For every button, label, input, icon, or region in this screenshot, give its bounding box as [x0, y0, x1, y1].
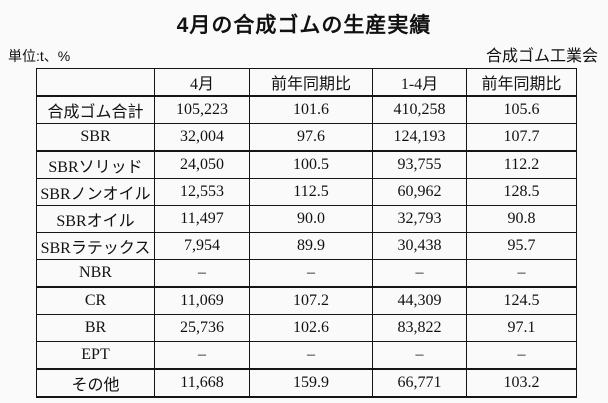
row-label: SBRラテックス	[36, 232, 155, 260]
value-cell: 112.5	[249, 178, 373, 206]
table-row-sbr-solid: SBRソリッド 24,050 100.5 93,755 112.2	[36, 150, 577, 179]
table-row-total: 合成ゴム合計 105,223 101.6 410,258 105.6	[36, 95, 577, 124]
value-cell: 410,258	[372, 95, 467, 124]
value-cell: –	[249, 259, 373, 288]
value-cell: –	[249, 341, 373, 370]
page-title: 4月の合成ゴムの生産実績	[176, 14, 432, 37]
value-cell: 97.1	[466, 314, 577, 342]
row-label: SBR	[36, 123, 155, 152]
table-row-sbr-latex: SBRラテックス 7,954 89.9 30,438 95.7	[36, 232, 577, 260]
value-cell: 83,822	[372, 314, 467, 342]
header-cell-yoy-april: 前年同期比	[249, 68, 373, 97]
row-label: SBRノンオイル	[36, 178, 155, 206]
value-cell: 11,668	[154, 368, 250, 398]
value-cell: 60,962	[372, 178, 467, 206]
value-cell: 66,771	[372, 368, 467, 398]
value-cell: 102.6	[249, 314, 373, 342]
value-cell: 128.5	[466, 178, 577, 206]
value-cell: 103.2	[466, 368, 577, 398]
unit-note: 単位:t、%	[8, 48, 71, 64]
row-label: NBR	[36, 259, 155, 288]
value-cell: 93,755	[372, 150, 467, 179]
value-cell: 97.6	[249, 123, 373, 152]
value-cell: 25,736	[154, 314, 250, 342]
value-cell: –	[372, 259, 467, 288]
table-row-sbr: SBR 32,004 97.6 124,193 107.7	[36, 123, 577, 152]
production-table: 4月 前年同期比 1-4月 前年同期比 合成ゴム合計 105,223 101.6…	[36, 68, 577, 398]
value-cell: 124.5	[466, 286, 577, 315]
row-label: BR	[36, 314, 155, 342]
value-cell: 32,793	[372, 205, 467, 233]
row-label: CR	[36, 286, 155, 315]
row-label: 合成ゴム合計	[36, 95, 155, 124]
value-cell: 11,069	[154, 286, 250, 315]
value-cell: 105.6	[466, 95, 577, 124]
value-cell: 105,223	[154, 95, 250, 124]
value-cell: 30,438	[372, 232, 467, 260]
value-cell: 101.6	[249, 95, 373, 124]
table-row-cr: CR 11,069 107.2 44,309 124.5	[36, 286, 577, 315]
value-cell: –	[154, 341, 250, 370]
value-cell: 12,553	[154, 178, 250, 206]
value-cell: 11,497	[154, 205, 250, 233]
value-cell: 44,309	[372, 286, 467, 315]
table-caption-row: 単位:t、% 合成ゴム工業会	[8, 42, 598, 66]
header-cell-jan-apr: 1-4月	[372, 68, 467, 97]
value-cell: 159.9	[249, 368, 373, 398]
value-cell: 124,193	[372, 123, 467, 152]
row-label: SBRソリッド	[36, 150, 155, 179]
table-row-nbr: NBR – – – –	[36, 259, 577, 288]
value-cell: 107.2	[249, 286, 373, 315]
row-label: SBRオイル	[36, 205, 155, 233]
value-cell: 107.7	[466, 123, 577, 152]
value-cell: –	[372, 341, 467, 370]
row-label: その他	[36, 368, 155, 398]
row-label: EPT	[36, 341, 155, 370]
value-cell: 100.5	[249, 150, 373, 179]
table-row-sbr-oil: SBRオイル 11,497 90.0 32,793 90.8	[36, 205, 577, 233]
value-cell: 24,050	[154, 150, 250, 179]
value-cell: 89.9	[249, 232, 373, 260]
source-label: 合成ゴム工業会	[485, 48, 598, 65]
value-cell: –	[466, 341, 577, 370]
table-row-sbr-nonoil: SBRノンオイル 12,553 112.5 60,962 128.5	[36, 178, 577, 206]
value-cell: 32,004	[154, 123, 250, 152]
value-cell: 95.7	[466, 232, 577, 260]
header-cell-label	[36, 68, 155, 97]
header-cell-yoy-cum: 前年同期比	[466, 68, 577, 97]
header-cell-april: 4月	[154, 68, 250, 97]
value-cell: –	[154, 259, 250, 288]
value-cell: –	[466, 259, 577, 288]
table-row-ept: EPT – – – –	[36, 341, 577, 370]
value-cell: 112.2	[466, 150, 577, 179]
table-row-other: その他 11,668 159.9 66,771 103.2	[36, 368, 577, 398]
value-cell: 90.0	[249, 205, 373, 233]
header-row: 4月 前年同期比 1-4月 前年同期比	[36, 68, 577, 97]
value-cell: 90.8	[466, 205, 577, 233]
table-row-br: BR 25,736 102.6 83,822 97.1	[36, 314, 577, 342]
value-cell: 7,954	[154, 232, 250, 260]
